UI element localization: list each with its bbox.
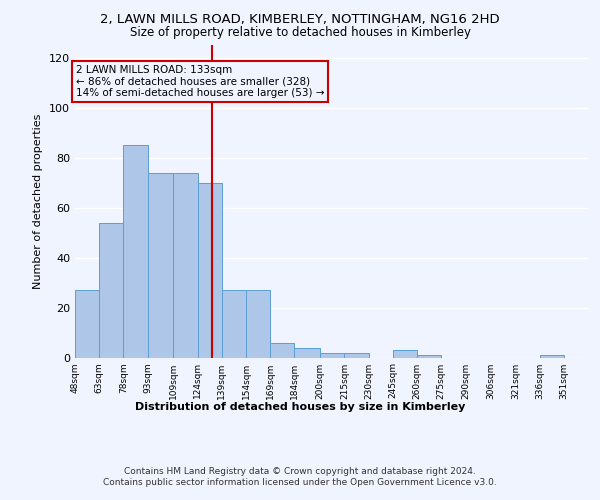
Text: Distribution of detached houses by size in Kimberley: Distribution of detached houses by size … <box>135 402 465 412</box>
Bar <box>344 352 368 358</box>
Text: 2, LAWN MILLS ROAD, KIMBERLEY, NOTTINGHAM, NG16 2HD: 2, LAWN MILLS ROAD, KIMBERLEY, NOTTINGHA… <box>100 12 500 26</box>
Bar <box>393 350 417 358</box>
Bar <box>99 222 124 358</box>
Bar <box>173 172 197 358</box>
Bar <box>246 290 270 358</box>
Text: Contains HM Land Registry data © Crown copyright and database right 2024.
Contai: Contains HM Land Registry data © Crown c… <box>103 468 497 487</box>
Bar <box>417 355 441 358</box>
Bar <box>197 182 222 358</box>
Bar <box>295 348 320 358</box>
Y-axis label: Number of detached properties: Number of detached properties <box>34 114 43 289</box>
Bar <box>320 352 344 358</box>
Bar <box>124 145 148 358</box>
Bar <box>148 172 173 358</box>
Bar <box>539 355 564 358</box>
Bar <box>270 342 295 357</box>
Text: 2 LAWN MILLS ROAD: 133sqm
← 86% of detached houses are smaller (328)
14% of semi: 2 LAWN MILLS ROAD: 133sqm ← 86% of detac… <box>76 65 325 98</box>
Bar <box>75 290 99 358</box>
Text: Size of property relative to detached houses in Kimberley: Size of property relative to detached ho… <box>130 26 470 39</box>
Bar <box>222 290 246 358</box>
